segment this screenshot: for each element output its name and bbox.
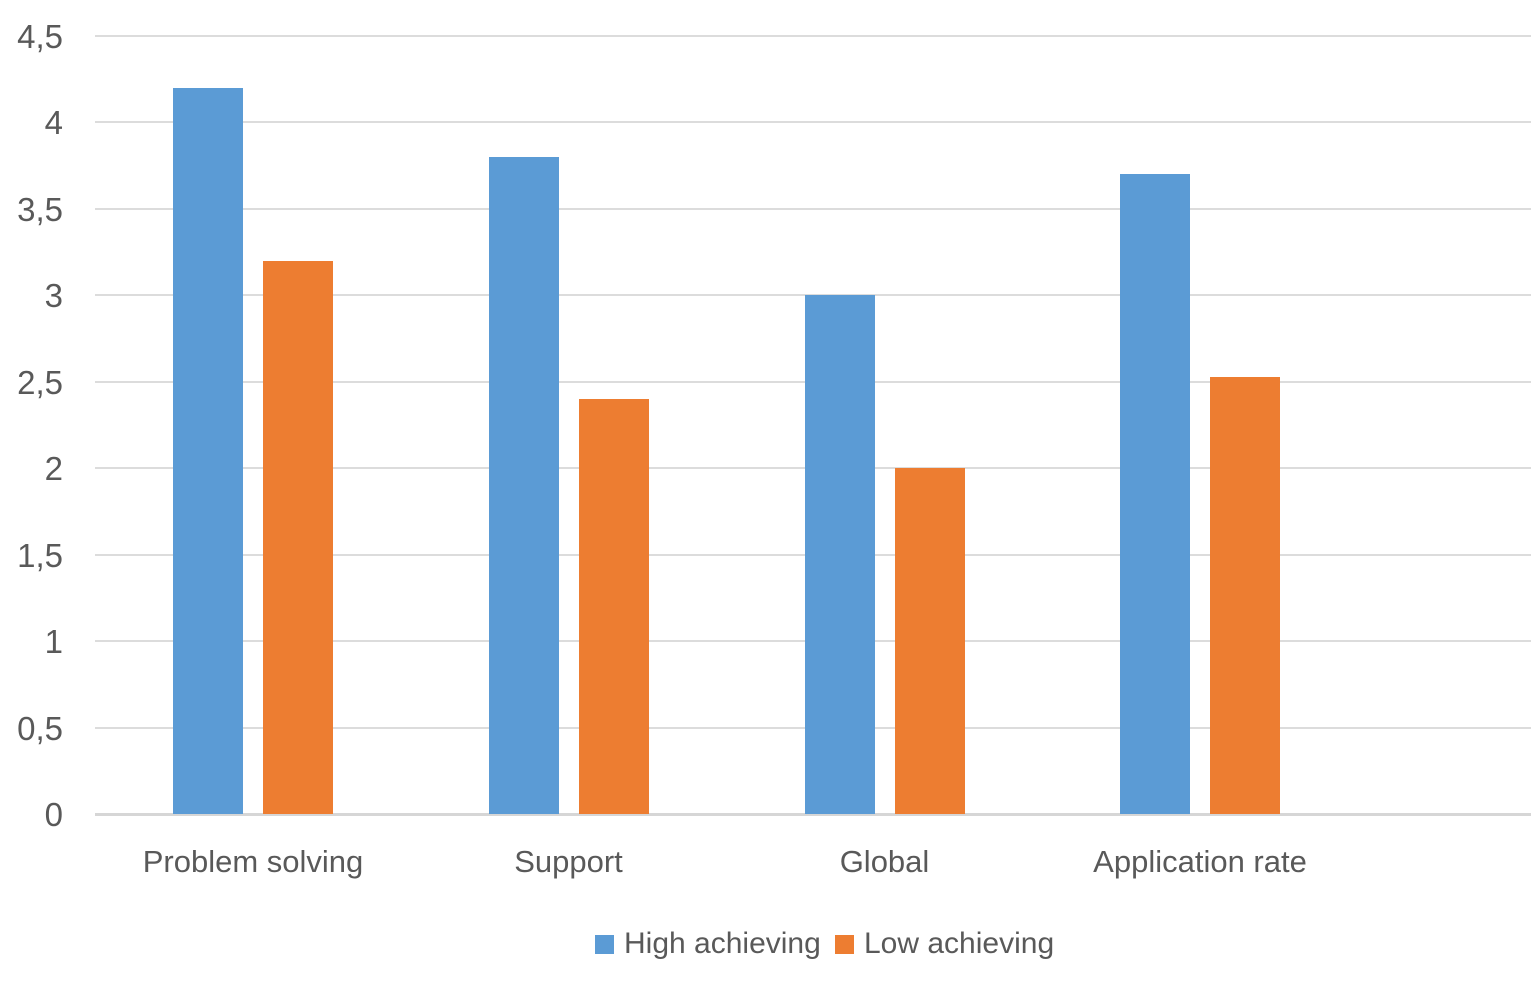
bar-high-achieving-support [488,157,559,814]
y-tick-label-0: 0 [44,796,63,833]
bar-low-achieving-problem-solving [263,260,333,814]
gridline-y-4-5 [95,35,1531,37]
legend-item-high-achieving: High achieving [595,927,821,961]
bar-high-achieving-problem-solving [173,87,243,814]
legend: High achieving Low achieving [0,927,1531,961]
legend-label-low-achieving: Low achieving [864,927,1055,960]
category-label-application-rate: Application rate [1093,844,1307,879]
gridline-y-3-5 [95,207,1531,210]
x-axis-line [95,813,1531,816]
bar-low-achieving-global [894,468,965,814]
legend-item-low-achieving: Low achieving [835,927,1054,961]
y-tick-label-3: 3 [44,277,63,315]
legend-label-high-achieving: High achieving [624,927,821,960]
legend-swatch-high-achieving-icon [595,934,614,954]
category-label-global: Global [839,844,930,879]
y-tick-label-2: 2 [44,450,63,488]
y-tick-label-0-5: 0,5 [17,709,63,747]
bar-low-achieving-support [578,399,649,814]
y-tick-label-4: 4 [44,104,63,142]
y-tick-label-1-5: 1,5 [17,536,63,574]
y-tick-label-4-5: 4,5 [17,18,63,55]
category-label-support: Support [514,844,623,879]
bar-low-achieving-application-rate [1210,376,1280,814]
legend-swatch-low-achieving-icon [835,934,854,954]
gridline-y-4 [95,121,1531,124]
bar-high-achieving-application-rate [1120,174,1190,814]
y-tick-label-2-5: 2,5 [17,363,63,401]
bar-high-achieving-global [804,295,875,814]
y-tick-label-3-5: 3,5 [17,190,63,228]
y-tick-label-1: 1 [44,623,63,661]
category-label-problem-solving: Problem solving [142,844,364,879]
